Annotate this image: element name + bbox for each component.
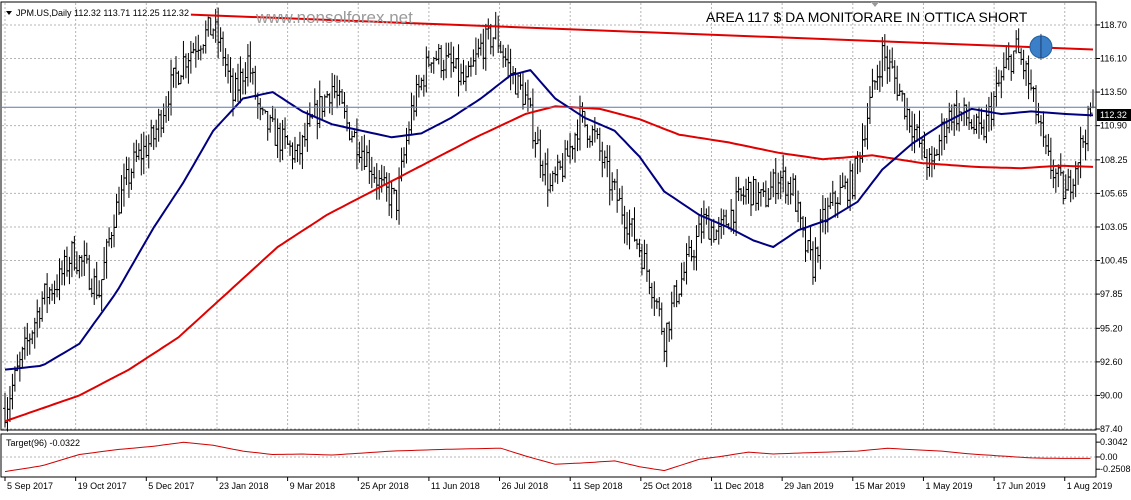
oscillator-panel bbox=[2, 441, 1096, 473]
current-price-label: 112.32 bbox=[1100, 110, 1127, 120]
y-tick-label: 100.45 bbox=[1100, 256, 1128, 266]
y-tick-label: 95.20 bbox=[1100, 323, 1123, 333]
y-tick-label: 103.05 bbox=[1100, 222, 1128, 232]
x-tick-label: 11 Jun 2018 bbox=[431, 481, 480, 491]
moving-average-fast bbox=[4, 69, 1094, 371]
date-axis: 5 Sep 2017 19 Oct 2017 5 Dec 2017 23 Jan 20… bbox=[4, 477, 1113, 491]
x-tick-label: 5 Dec 2017 bbox=[148, 481, 194, 491]
short-area-annotation: AREA 117 $ DA MONITORARE IN OTTICA SHORT bbox=[706, 9, 1028, 25]
osc-y-tick-label: 0.00 bbox=[1100, 452, 1118, 462]
x-tick-label: 25 Apr 2018 bbox=[360, 481, 409, 491]
x-tick-label: 17 Jun 2019 bbox=[996, 481, 1046, 491]
y-tick-label: 90.00 bbox=[1100, 390, 1123, 400]
x-tick-label: 23 Jan 2018 bbox=[219, 481, 269, 491]
x-tick-label: 11 Dec 2018 bbox=[713, 481, 763, 491]
osc-y-tick-label: 0.3042 bbox=[1100, 437, 1128, 447]
price-axis: 118.70 116.10 113.50 110.90 108.25 105.65 103.… bbox=[1096, 20, 1128, 434]
grid-lines bbox=[2, 3, 1096, 430]
y-tick-label: 92.60 bbox=[1100, 357, 1123, 367]
x-tick-label: 15 Mar 2019 bbox=[855, 481, 906, 491]
x-tick-label: 11 Sep 2018 bbox=[572, 481, 622, 491]
osc-y-tick-label: -0.2508 bbox=[1100, 464, 1131, 474]
oscillator-axis: 0.3042 0.00 -0.2508 bbox=[1096, 437, 1131, 474]
y-tick-label: 108.25 bbox=[1100, 155, 1128, 165]
current-price-badge bbox=[1097, 109, 1131, 121]
main-panel-frame bbox=[0, 1, 1097, 431]
x-tick-label: 25 Oct 2018 bbox=[643, 481, 692, 491]
price-bars bbox=[3, 7, 1095, 432]
symbol-dropdown-icon[interactable] bbox=[6, 11, 12, 15]
period-marker-icon bbox=[871, 2, 879, 7]
oscillator-panel-frame bbox=[0, 433, 1097, 478]
resistance-trendline bbox=[190, 13, 1094, 51]
x-tick-label: 9 Mar 2018 bbox=[290, 481, 336, 491]
y-tick-label: 116.10 bbox=[1100, 54, 1127, 64]
indicator-lines bbox=[2, 13, 1096, 423]
y-tick-label: 87.40 bbox=[1100, 424, 1123, 434]
x-tick-label: 1 May 2019 bbox=[925, 481, 972, 491]
y-tick-label: 118.70 bbox=[1100, 20, 1127, 30]
x-tick-label: 5 Sep 2017 bbox=[7, 481, 53, 491]
y-tick-label: 110.90 bbox=[1100, 121, 1127, 131]
oscillator-line bbox=[4, 441, 1091, 473]
x-tick-label: 29 Jan 2019 bbox=[784, 481, 834, 491]
symbol-info: JPM.US,Daily 112.32 113.71 112.25 112.32 bbox=[16, 8, 189, 18]
y-tick-label: 97.85 bbox=[1100, 289, 1123, 299]
x-tick-label: 1 Aug 2019 bbox=[1067, 481, 1113, 491]
x-tick-label: 26 Jul 2018 bbox=[502, 481, 549, 491]
y-tick-label: 113.50 bbox=[1100, 87, 1127, 97]
oscillator-label: Target(96) -0.0322 bbox=[6, 438, 80, 448]
x-tick-label: 19 Oct 2017 bbox=[78, 481, 127, 491]
y-tick-label: 105.65 bbox=[1100, 188, 1128, 198]
watermark: www.nonsolforex.net bbox=[255, 8, 413, 27]
